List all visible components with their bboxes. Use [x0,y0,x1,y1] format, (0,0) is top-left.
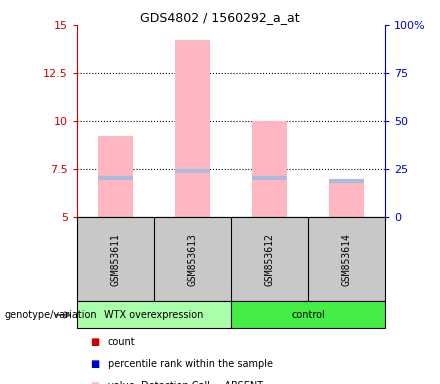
Bar [231,301,385,328]
Text: GSM853614: GSM853614 [341,233,352,286]
Text: percentile rank within the sample: percentile rank within the sample [108,359,273,369]
Text: GSM853611: GSM853611 [110,233,121,286]
Text: WTX overexpression: WTX overexpression [104,310,204,320]
Bar [175,40,210,217]
Text: ■: ■ [90,381,99,384]
Bar [98,136,133,217]
Text: value, Detection Call = ABSENT: value, Detection Call = ABSENT [108,381,263,384]
Bar [77,301,231,328]
Bar [252,121,287,217]
Text: GDS4802 / 1560292_a_at: GDS4802 / 1560292_a_at [140,12,300,25]
Text: control: control [291,310,325,320]
Text: ■: ■ [90,337,99,347]
Text: GSM853613: GSM853613 [187,233,198,286]
Bar [329,182,364,217]
Text: genotype/variation: genotype/variation [4,310,97,320]
Text: GSM853612: GSM853612 [264,233,275,286]
Text: ■: ■ [90,359,99,369]
Text: count: count [108,337,136,347]
